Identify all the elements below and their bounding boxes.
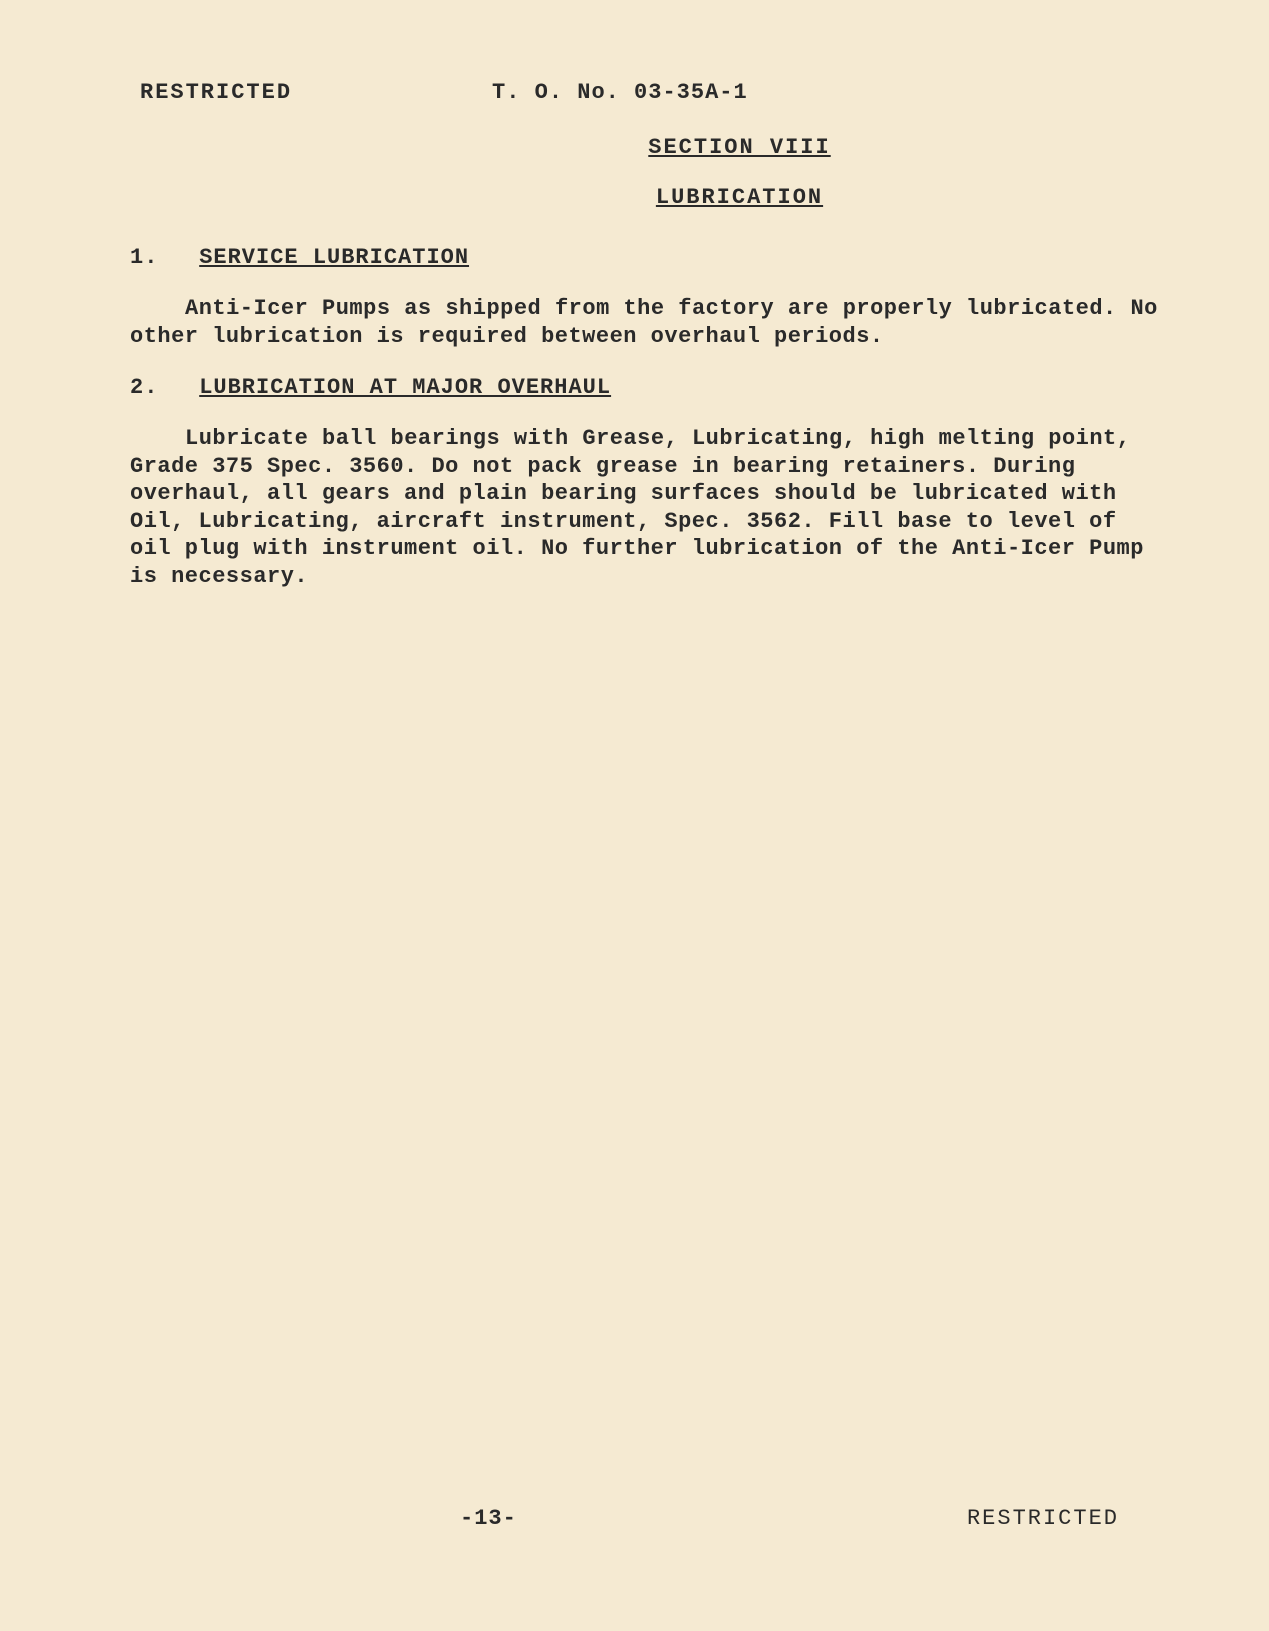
paragraph-body-2: Lubricate ball bearings with Grease, Lub… xyxy=(130,425,1169,590)
section-number: SECTION VIII xyxy=(130,135,1169,160)
paragraph-number: 2. xyxy=(130,375,185,400)
classification-footer: RESTRICTED xyxy=(967,1506,1119,1531)
document-number: T. O. No. 03-35A-1 xyxy=(492,80,748,105)
section-title: LUBRICATION xyxy=(130,185,1169,210)
paragraph-heading-2: 2. LUBRICATION AT MAJOR OVERHAUL xyxy=(130,375,1169,400)
paragraph-heading-text: LUBRICATION AT MAJOR OVERHAUL xyxy=(199,375,611,400)
paragraph-heading-1: 1. SERVICE LUBRICATION xyxy=(130,245,1169,270)
paragraph-number: 1. xyxy=(130,245,185,270)
page-footer: -13- RESTRICTED xyxy=(130,1506,1169,1531)
paragraph-body-1: Anti-Icer Pumps as shipped from the fact… xyxy=(130,295,1169,350)
page-number: -13- xyxy=(460,1506,517,1531)
classification-header: RESTRICTED xyxy=(140,80,292,105)
body-text-content: Anti-Icer Pumps as shipped from the fact… xyxy=(130,296,1158,349)
page-content: RESTRICTED T. O. No. 03-35A-1 SECTION VI… xyxy=(130,80,1169,1571)
header-row: RESTRICTED T. O. No. 03-35A-1 xyxy=(130,80,1169,105)
body-text-content: Lubricate ball bearings with Grease, Lub… xyxy=(130,426,1144,589)
paragraph-heading-text: SERVICE LUBRICATION xyxy=(199,245,469,270)
